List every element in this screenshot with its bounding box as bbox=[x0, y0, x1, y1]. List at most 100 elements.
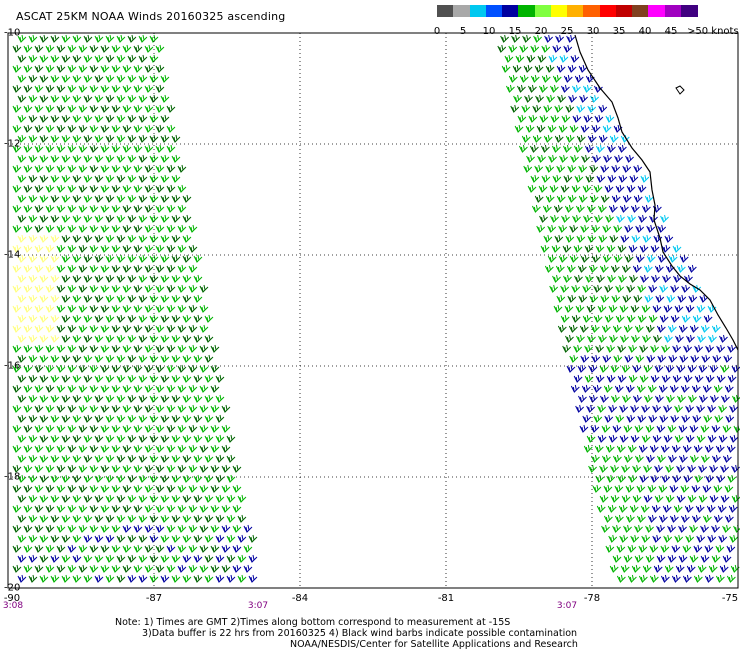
wind-barb bbox=[17, 234, 27, 243]
wind-barb bbox=[34, 164, 44, 173]
wind-barb bbox=[701, 354, 711, 363]
wind-barb bbox=[166, 104, 176, 113]
wind-barb bbox=[138, 334, 148, 343]
wind-barb bbox=[39, 434, 49, 443]
colorbar-segment bbox=[648, 5, 665, 17]
wind-barb bbox=[12, 144, 22, 153]
wind-barb bbox=[578, 164, 588, 173]
wind-barb bbox=[626, 414, 636, 423]
wind-barb bbox=[144, 104, 154, 113]
wind-barb bbox=[182, 494, 192, 503]
wind-barb bbox=[12, 544, 22, 553]
wind-barb bbox=[12, 384, 22, 393]
wind-barb bbox=[39, 234, 49, 243]
wind-barb bbox=[100, 404, 110, 413]
wind-barb bbox=[127, 194, 137, 203]
wind-barb bbox=[138, 34, 148, 43]
wind-barb bbox=[177, 264, 187, 273]
wind-barb bbox=[607, 504, 617, 513]
wind-barb bbox=[690, 354, 700, 363]
wind-barb bbox=[171, 534, 181, 543]
wind-barb bbox=[595, 474, 605, 483]
wind-barb bbox=[166, 124, 176, 133]
wind-barb bbox=[715, 444, 725, 453]
wind-barb bbox=[714, 414, 724, 423]
wind-barb bbox=[193, 374, 203, 383]
wind-barb bbox=[23, 204, 33, 213]
wind-barb bbox=[210, 544, 220, 553]
wind-barb bbox=[641, 204, 651, 213]
wind-barb bbox=[133, 564, 143, 573]
wind-barb bbox=[28, 54, 38, 63]
colorbar-segment bbox=[680, 5, 698, 17]
wind-barb bbox=[649, 544, 659, 553]
wind-barb bbox=[78, 244, 88, 253]
wind-barb bbox=[23, 224, 33, 233]
wind-barb bbox=[698, 464, 707, 473]
wind-barb bbox=[555, 34, 565, 43]
wind-barb bbox=[729, 434, 739, 443]
wind-barb bbox=[626, 314, 636, 323]
wind-barb bbox=[199, 504, 209, 513]
wind-barb bbox=[539, 214, 548, 223]
wind-barb bbox=[645, 324, 655, 333]
wind-barb bbox=[149, 194, 159, 203]
wind-barb bbox=[654, 464, 663, 473]
wind-barb bbox=[625, 384, 635, 393]
wind-barb bbox=[651, 504, 661, 513]
wind-barb bbox=[138, 534, 148, 543]
wind-barb bbox=[612, 524, 621, 533]
wind-barb bbox=[702, 514, 712, 523]
wind-barb bbox=[602, 124, 612, 133]
wind-barb bbox=[619, 434, 629, 443]
wind-barb bbox=[681, 414, 691, 423]
wind-barb bbox=[50, 274, 60, 283]
wind-barb bbox=[100, 344, 110, 353]
wind-barb bbox=[188, 464, 198, 473]
wind-barb bbox=[188, 404, 198, 413]
wind-barb bbox=[569, 124, 579, 133]
wind-barb bbox=[127, 54, 137, 63]
wind-barb bbox=[684, 504, 694, 513]
wind-barb bbox=[39, 374, 49, 383]
wind-barb bbox=[536, 224, 546, 233]
wind-barb bbox=[544, 264, 554, 273]
wind-barb bbox=[621, 494, 631, 503]
wind-barb bbox=[672, 344, 682, 353]
wind-barb bbox=[654, 264, 664, 273]
wind-barb bbox=[171, 154, 181, 163]
wind-barb bbox=[689, 324, 699, 333]
wind-barb bbox=[23, 464, 33, 473]
wind-barb bbox=[177, 324, 187, 333]
wind-barb bbox=[45, 64, 55, 73]
wind-barb bbox=[512, 64, 522, 73]
wind-barb bbox=[34, 404, 44, 413]
wind-barb bbox=[532, 104, 542, 113]
wind-barb bbox=[56, 44, 66, 53]
wind-barb bbox=[729, 534, 739, 543]
wind-barb bbox=[138, 154, 148, 163]
wind-barb bbox=[45, 284, 55, 293]
wind-barb bbox=[571, 284, 581, 293]
wind-barb bbox=[654, 494, 664, 503]
wind-barb bbox=[34, 104, 44, 113]
wind-barb bbox=[602, 454, 611, 463]
wind-barb bbox=[182, 294, 192, 303]
wind-barb bbox=[204, 394, 214, 403]
longitude-label: -87 bbox=[145, 593, 163, 604]
wind-barb bbox=[144, 64, 154, 73]
wind-barb bbox=[248, 574, 258, 583]
wind-barb bbox=[588, 364, 598, 373]
wind-barb bbox=[133, 384, 143, 393]
wind-barb bbox=[133, 204, 143, 213]
wind-barb bbox=[672, 474, 682, 483]
wind-barb bbox=[56, 344, 66, 353]
wind-barb bbox=[692, 314, 702, 323]
wind-barb bbox=[693, 544, 703, 553]
wind-barb bbox=[23, 124, 33, 133]
wind-barb bbox=[204, 414, 214, 423]
wind-barb bbox=[78, 184, 88, 193]
wind-barb bbox=[28, 374, 38, 383]
wind-barb bbox=[707, 534, 717, 543]
wind-barb bbox=[39, 174, 49, 183]
